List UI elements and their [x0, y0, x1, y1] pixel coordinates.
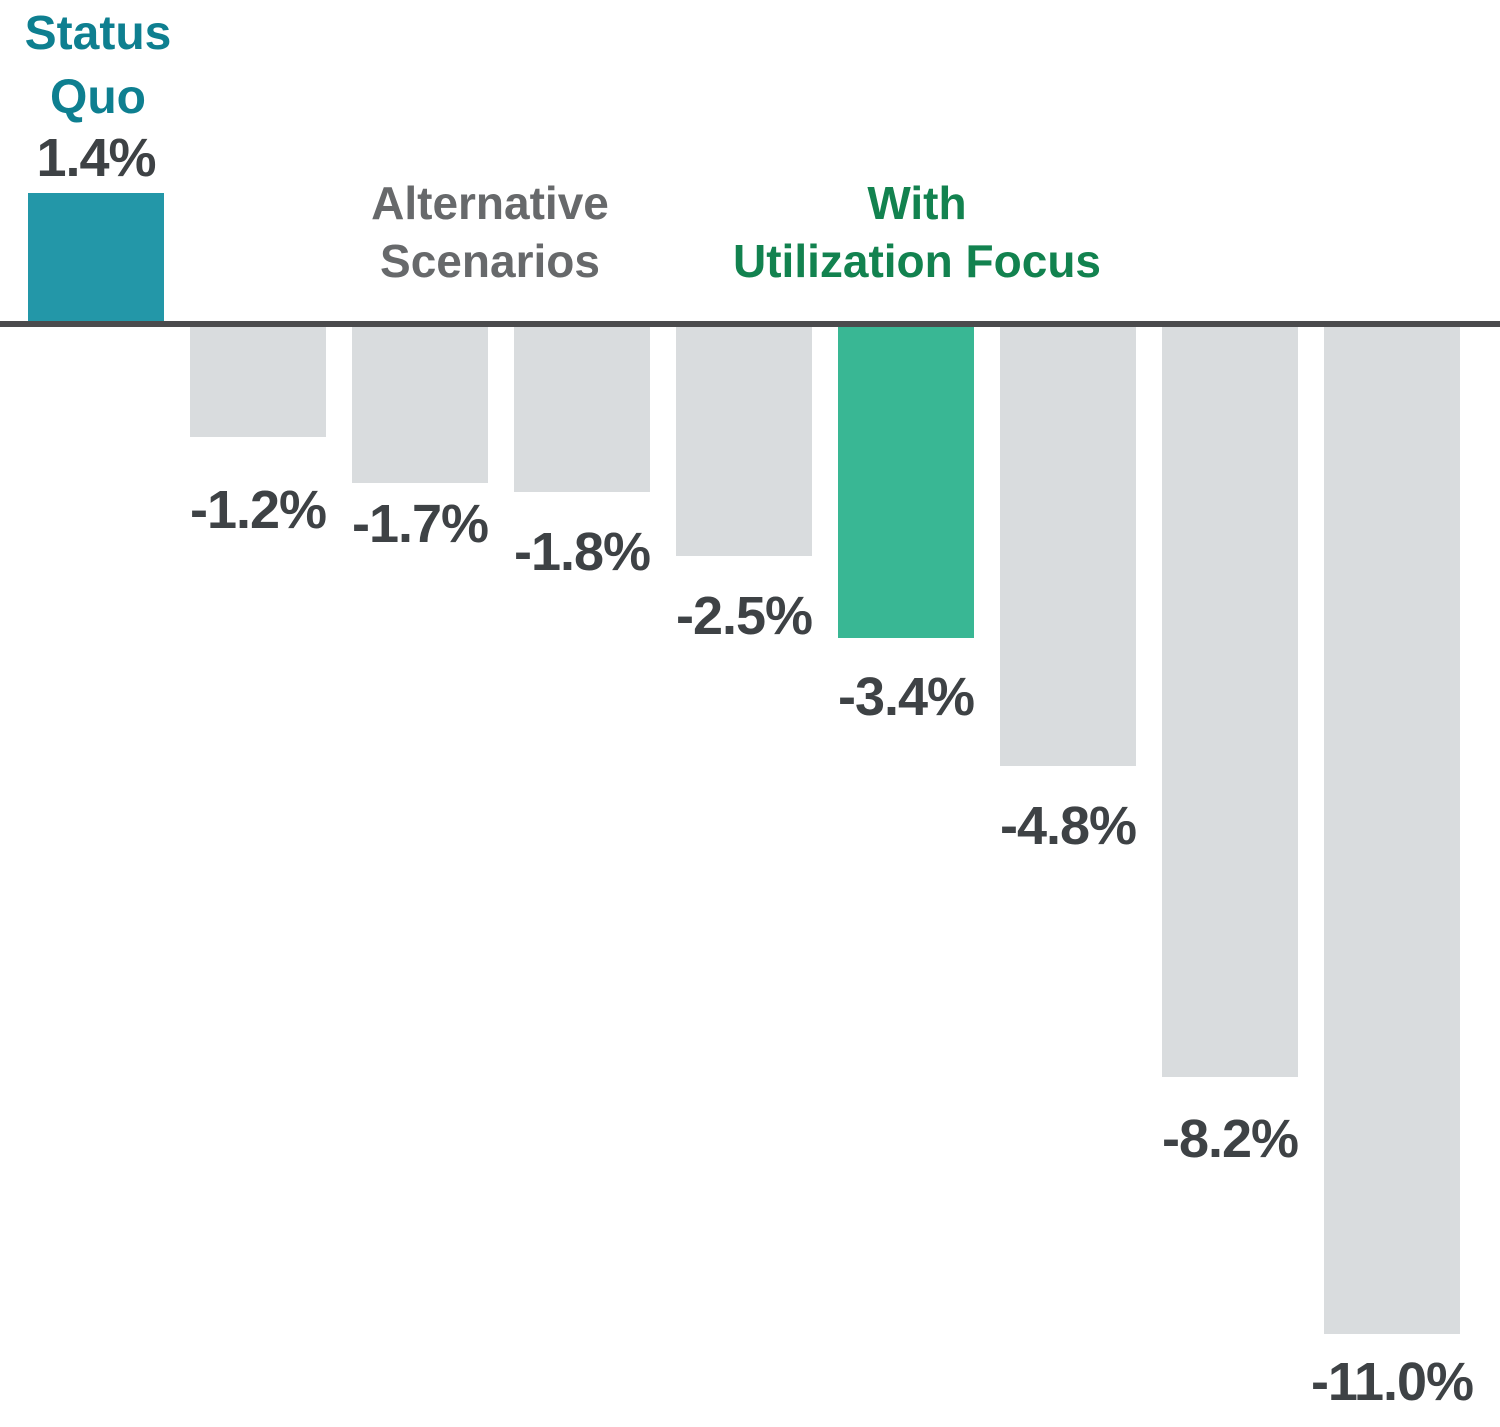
bar-alt-3 [514, 327, 650, 492]
annotation-with-utilization-focus: With Utilization Focus [733, 174, 1101, 290]
bar-value-label-alt-7: -11.0% [1310, 1352, 1474, 1412]
bar-value-label-alt-5: -4.8% [999, 796, 1137, 856]
annotation-alternative-scenarios-line-1: Scenarios [380, 235, 600, 287]
bar-alt-4 [676, 327, 812, 556]
bar-value-label-status-quo: 1.4% [36, 128, 156, 188]
bar-value-label-alt-4: -2.5% [675, 586, 813, 646]
annotation-status-quo-line-0: Status [24, 7, 172, 60]
bar-alt-6 [1162, 327, 1298, 1077]
annotation-status-quo-line-1: Quo [50, 71, 146, 124]
bar-value-label-alt-6: -8.2% [1161, 1109, 1299, 1169]
annotation-with-utilization-focus-line-0: With [867, 177, 967, 229]
bar-status-quo [28, 193, 164, 321]
bar-alt-1 [190, 327, 326, 437]
bar-value-label-alt-1: -1.2% [189, 480, 327, 540]
bar-value-label-alt-2: -1.7% [351, 494, 489, 554]
annotation-with-utilization-focus-line-1: Utilization Focus [733, 235, 1101, 287]
zero-baseline-axis [0, 321, 1500, 327]
annotation-status-quo: Status Quo [25, 2, 172, 130]
bar-value-label-alt-3: -1.8% [513, 522, 651, 582]
annotation-alternative-scenarios-line-0: Alternative [371, 177, 609, 229]
annotation-alternative-scenarios: Alternative Scenarios [371, 174, 609, 290]
bar-alt-5 [1000, 327, 1136, 766]
bar-value-label-utilization-focus: -3.4% [837, 667, 975, 727]
bar-alt-7 [1324, 327, 1460, 1334]
bar-utilization-focus [838, 327, 974, 638]
bar-alt-2 [352, 327, 488, 483]
